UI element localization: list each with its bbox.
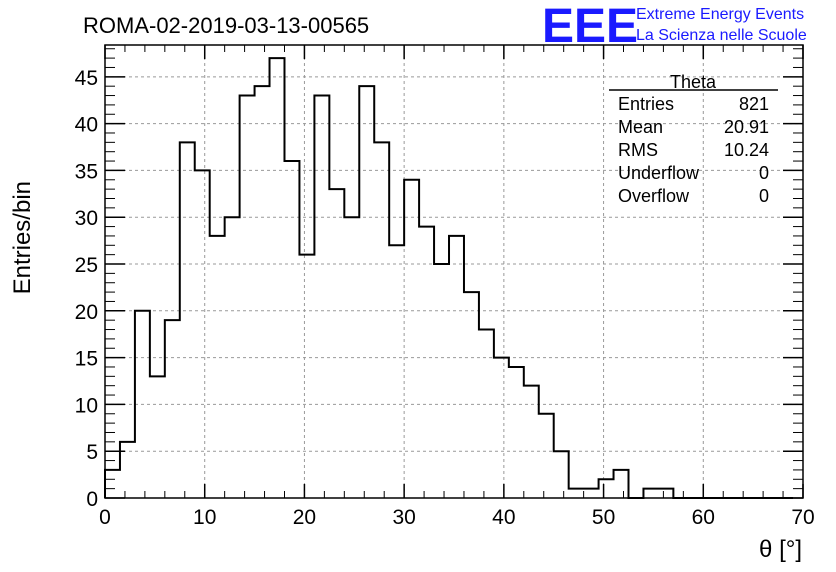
eee-logo: EEE Extreme Energy Events La Scienza nel… bbox=[542, 0, 807, 53]
stats-label: Underflow bbox=[618, 163, 700, 183]
stats-box: Theta Entries 821 Mean 20.91 RMS 10.24 Underfl… bbox=[609, 72, 778, 206]
y-axis-title: Entries/bin bbox=[9, 181, 36, 294]
grid-lines bbox=[105, 45, 803, 498]
stats-label: Mean bbox=[618, 117, 663, 137]
x-tick-label: 10 bbox=[193, 506, 216, 529]
stats-label: Overflow bbox=[618, 186, 690, 206]
stats-value: 0 bbox=[759, 163, 769, 183]
x-tick-label: 0 bbox=[99, 506, 111, 529]
y-tick-label: 25 bbox=[75, 254, 98, 277]
x-tick-label: 50 bbox=[592, 506, 615, 529]
stats-label: Entries bbox=[618, 94, 674, 114]
stats-value: 20.91 bbox=[724, 117, 769, 137]
logo-eee-text: EEE bbox=[542, 0, 638, 53]
stats-value: 0 bbox=[759, 186, 769, 206]
y-tick-label: 35 bbox=[75, 160, 98, 183]
logo-line-1: Extreme Energy Events bbox=[636, 6, 804, 23]
y-tick-label: 20 bbox=[75, 301, 98, 324]
stats-name: Theta bbox=[670, 72, 717, 92]
chart-title: ROMA-02-2019-03-13-00565 bbox=[83, 13, 369, 38]
y-tick-label: 15 bbox=[75, 348, 98, 371]
y-tick-labels: 0 5 10 15 20 25 30 35 40 45 bbox=[75, 67, 98, 511]
stats-label: RMS bbox=[618, 140, 658, 160]
stats-value: 10.24 bbox=[724, 140, 769, 160]
y-tick-label: 45 bbox=[75, 67, 98, 90]
y-tick-label: 40 bbox=[75, 114, 98, 137]
x-tick-label: 40 bbox=[492, 506, 515, 529]
x-axis-title: θ [°] bbox=[759, 536, 802, 563]
plot-frame bbox=[104, 44, 804, 499]
axis-ticks bbox=[104, 45, 804, 499]
logo-line-2: La Scienza nelle Scuole bbox=[636, 27, 807, 44]
stats-value: 821 bbox=[739, 94, 769, 114]
x-tick-labels: 0 10 20 30 40 50 60 70 bbox=[99, 506, 815, 529]
histogram-line bbox=[104, 57, 794, 499]
x-tick-label: 30 bbox=[392, 506, 415, 529]
y-tick-label: 10 bbox=[75, 394, 98, 417]
y-tick-label: 0 bbox=[86, 488, 98, 511]
y-tick-label: 30 bbox=[75, 207, 98, 230]
x-tick-label: 20 bbox=[293, 506, 316, 529]
y-tick-label: 5 bbox=[86, 441, 98, 464]
x-tick-label: 70 bbox=[791, 506, 814, 529]
x-tick-label: 60 bbox=[692, 506, 715, 529]
stats-rows: Entries 821 Mean 20.91 RMS 10.24 Underflow 0 Ove… bbox=[618, 94, 769, 206]
